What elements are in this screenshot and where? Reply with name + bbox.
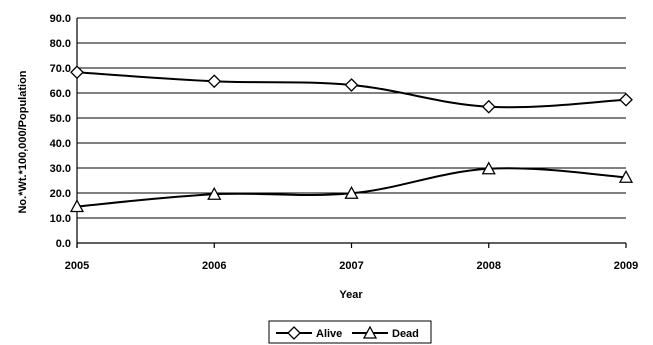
data-point-dead — [69, 199, 85, 213]
legend-alive-label: Alive — [316, 328, 342, 340]
y-tick-label: 60.0 — [50, 88, 71, 100]
data-point-alive — [70, 65, 84, 80]
series-group — [69, 65, 634, 213]
data-point-alive — [481, 99, 496, 114]
y-axis-title: No.*Wt.*100,000/Population — [17, 70, 29, 213]
legend-dead-marker — [362, 325, 378, 339]
data-point-dead — [481, 161, 496, 175]
y-tick-label: 90.0 — [50, 13, 71, 25]
y-tick-label: 40.0 — [50, 138, 71, 150]
y-tick-label: 70.0 — [50, 63, 71, 75]
data-point-dead — [344, 185, 359, 199]
x-axis-ticks: 2005 2006 2007 2008 2009 — [65, 243, 638, 272]
data-point-alive — [619, 92, 633, 107]
legend-dead-label: Dead — [392, 328, 419, 340]
y-tick-label: 80.0 — [50, 38, 71, 50]
x-tick-label: 2008 — [477, 260, 501, 272]
x-tick-label: 2007 — [339, 260, 363, 272]
x-axis-title: Year — [339, 289, 363, 301]
y-tick-label: 10.0 — [50, 213, 71, 225]
legend-box — [268, 320, 432, 344]
data-point-dead — [618, 169, 634, 183]
data-point-alive — [207, 74, 222, 89]
data-point-alive — [344, 78, 359, 92]
grid-lines — [76, 17, 626, 248]
legend: Alive Dead — [268, 320, 432, 344]
x-tick-label: 2005 — [65, 260, 89, 272]
y-tick-label: 20.0 — [50, 188, 71, 200]
legend-alive-marker — [287, 326, 301, 340]
x-tick-label: 2006 — [202, 260, 226, 272]
y-tick-label: 50.0 — [50, 113, 71, 125]
y-tick-label: 30.0 — [50, 163, 71, 175]
x-tick-label: 2009 — [614, 260, 638, 272]
data-point-dead — [207, 186, 222, 200]
y-axis-ticks: 0.0 10.0 20.0 30.0 40.0 50.0 60.0 70.0 80.0 90.0 — [50, 13, 71, 250]
y-tick-label: 0.0 — [56, 238, 71, 250]
